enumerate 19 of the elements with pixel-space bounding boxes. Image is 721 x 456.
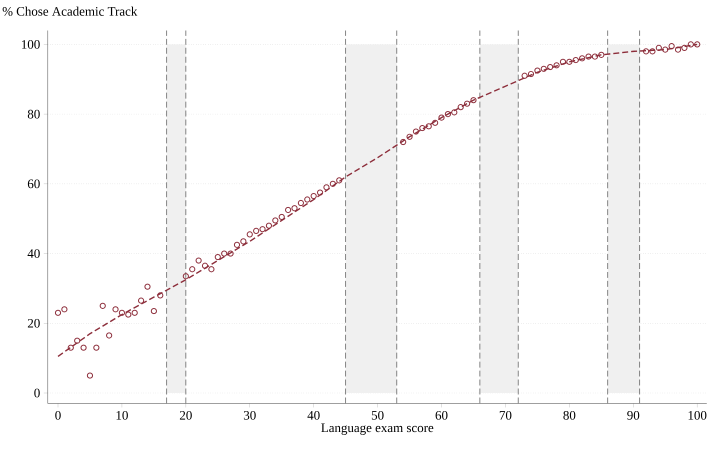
x-tick-label: 70: [500, 410, 512, 420]
y-tick-label: 60: [28, 179, 40, 188]
y-axis-title: % Chose Academic Track: [2, 6, 138, 16]
x-tick-label: 0: [55, 410, 61, 420]
y-tick-label: 0: [34, 388, 40, 398]
x-tick-label: 30: [244, 410, 256, 420]
y-tick-label: 100: [22, 40, 40, 49]
x-tick-label: 20: [180, 410, 192, 420]
x-axis-title: Language exam score: [321, 424, 434, 435]
x-tick-label: 90: [627, 410, 640, 420]
y-tick-label: 40: [28, 249, 40, 258]
x-tick-label: 60: [436, 410, 448, 420]
x-tick-label: 40: [307, 410, 320, 420]
y-tick-label: 20: [28, 318, 40, 328]
x-tick-label: 50: [372, 410, 384, 420]
x-tick-label: 80: [563, 410, 576, 420]
y-tick-label: 80: [28, 110, 40, 118]
x-tick-label: 10: [116, 410, 128, 420]
x-tick-label: 100: [688, 410, 706, 420]
